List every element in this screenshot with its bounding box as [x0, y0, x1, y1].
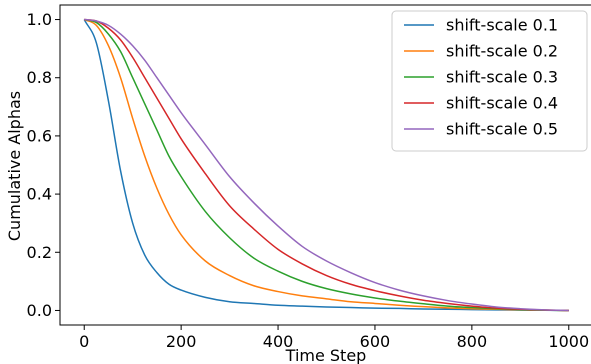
x-tick-label: 200 [166, 332, 197, 351]
legend-label: shift-scale 0.4 [446, 94, 558, 113]
legend-box [391, 10, 588, 152]
legend-label: shift-scale 0.5 [446, 120, 558, 139]
legend-label: shift-scale 0.3 [446, 68, 558, 87]
y-axis-label: Cumulative Alphas [5, 91, 24, 241]
y-tick-label: 0.8 [27, 68, 52, 87]
y-tick-label: 0.4 [27, 185, 52, 204]
series-line-4 [84, 18, 569, 312]
series-line-1 [83, 19, 569, 312]
legend: shift-scale 0.1 shift-scale 0.2 shift-scal… [391, 10, 588, 152]
y-tick-label: 0.0 [27, 301, 52, 320]
series-line-5 [84, 18, 569, 312]
legend-label: shift-scale 0.2 [446, 42, 558, 61]
legend-label: shift-scale 0.1 [446, 16, 558, 35]
series-line-2 [83, 18, 569, 312]
series-layer [83, 18, 569, 312]
x-tick-label: 0 [79, 332, 89, 351]
x-axis-label: Time Step [285, 346, 367, 364]
x-axis: 0 200 400 600 800 1000 [79, 325, 589, 351]
x-tick-label: 800 [457, 332, 488, 351]
x-tick-label: 600 [360, 332, 391, 351]
plot-frame [59, 4, 591, 326]
y-tick-label: 1.0 [27, 10, 52, 29]
x-tick-label: 400 [263, 332, 294, 351]
x-tick-label: 1000 [548, 332, 589, 351]
series-line-3 [84, 18, 569, 312]
y-axis: 0.0 0.2 0.4 0.6 0.8 1.0 [27, 10, 60, 320]
y-tick-label: 0.2 [27, 243, 52, 262]
y-tick-label: 0.6 [27, 126, 52, 145]
